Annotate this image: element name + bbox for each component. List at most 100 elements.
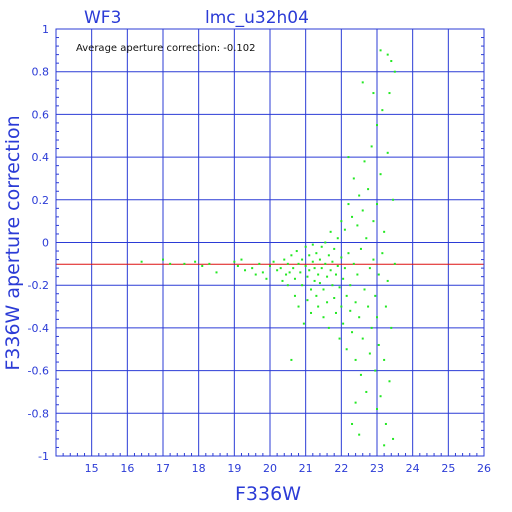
data-point <box>377 273 380 276</box>
y-tick-label: -0.4 <box>28 322 49 335</box>
data-point <box>393 262 396 265</box>
data-point <box>351 331 354 334</box>
y-tick-label: -0.8 <box>28 407 49 420</box>
data-point <box>388 92 391 95</box>
data-point <box>372 220 375 223</box>
data-point <box>386 53 389 56</box>
data-point <box>293 277 296 280</box>
data-point <box>301 258 304 261</box>
data-point <box>324 241 327 244</box>
y-tick-labels: -1 -0.8 -0.6 -0.4 -0.2 0 0.2 0.4 0.6 0.8 1 <box>28 23 49 463</box>
data-point <box>351 422 354 425</box>
x-tick-label: 17 <box>156 462 170 475</box>
y-tick-label: 1 <box>42 23 49 36</box>
data-point <box>317 273 320 276</box>
data-point <box>365 237 368 240</box>
data-point <box>345 348 348 351</box>
data-point <box>336 237 339 240</box>
data-point <box>386 151 389 154</box>
data-point <box>372 92 375 95</box>
data-point <box>338 337 341 340</box>
data-point <box>315 252 318 255</box>
x-tick-label: 16 <box>120 462 134 475</box>
data-point <box>306 275 309 278</box>
data-point <box>384 305 387 308</box>
data-point <box>370 326 373 329</box>
data-point <box>349 284 352 287</box>
data-point <box>390 60 393 63</box>
data-point <box>288 271 291 274</box>
data-point <box>392 437 395 440</box>
data-point <box>333 247 336 250</box>
data-point <box>342 322 345 325</box>
data-point <box>311 260 314 263</box>
y-tick-label: 0.6 <box>32 108 50 121</box>
y-axis-label: F336W aperture correction <box>2 115 24 370</box>
data-point <box>386 279 389 282</box>
data-point <box>376 408 378 411</box>
data-point <box>322 316 325 319</box>
x-tick-labels: 15 16 17 18 19 20 21 22 23 24 25 26 <box>85 462 491 475</box>
data-point <box>374 294 377 297</box>
data-point <box>308 254 311 257</box>
data-point <box>356 273 359 276</box>
y-tick-label: 0.4 <box>32 151 50 164</box>
x-tick-label: 25 <box>441 462 455 475</box>
data-point <box>363 288 366 291</box>
data-point <box>315 294 318 297</box>
data-point <box>286 262 289 265</box>
y-tick-label: -0.2 <box>28 279 49 292</box>
data-point <box>365 390 368 393</box>
data-point <box>169 262 172 265</box>
data-point <box>194 260 197 263</box>
data-point <box>392 198 395 201</box>
data-point <box>162 258 164 261</box>
data-point <box>240 258 243 261</box>
data-point <box>322 288 325 291</box>
data-point <box>356 224 359 227</box>
data-point <box>293 294 296 297</box>
data-point <box>379 173 382 176</box>
data-point <box>251 267 254 270</box>
data-point <box>347 203 350 206</box>
data-point <box>201 264 204 267</box>
x-tick-label: 15 <box>85 462 99 475</box>
y-tick-label: 0.2 <box>32 194 50 207</box>
data-point <box>265 277 268 280</box>
data-point <box>351 215 354 218</box>
data-point <box>376 203 378 206</box>
x-tick-label: 24 <box>406 462 420 475</box>
data-point <box>302 322 305 325</box>
y-tick-label: -1 <box>38 450 49 463</box>
x-tick-label: 22 <box>334 462 348 475</box>
data-point <box>370 145 373 148</box>
data-point <box>343 267 346 270</box>
x-tick-label: 23 <box>370 462 384 475</box>
grid-lines <box>56 28 485 457</box>
data-point <box>352 262 355 265</box>
data-point <box>354 401 357 404</box>
data-point <box>379 49 382 52</box>
data-point <box>340 305 343 308</box>
data-point <box>383 444 386 447</box>
data-point <box>183 262 186 265</box>
y-tick-label: 0 <box>42 237 49 250</box>
data-point <box>363 160 366 163</box>
data-point <box>313 267 316 270</box>
data-point <box>368 352 371 355</box>
y-tick-label: 0.8 <box>32 66 50 79</box>
data-point <box>331 284 334 287</box>
data-point <box>324 262 327 265</box>
x-tick-label: 20 <box>263 462 277 475</box>
instrument-label: WF3 <box>84 8 121 28</box>
data-point <box>336 264 339 267</box>
data-point <box>283 258 286 261</box>
data-point <box>295 250 298 253</box>
data-point <box>349 309 352 312</box>
data-point <box>317 305 320 308</box>
data-point <box>326 301 329 304</box>
data-point <box>390 326 393 329</box>
data-point <box>326 275 329 278</box>
data-point <box>361 81 364 84</box>
